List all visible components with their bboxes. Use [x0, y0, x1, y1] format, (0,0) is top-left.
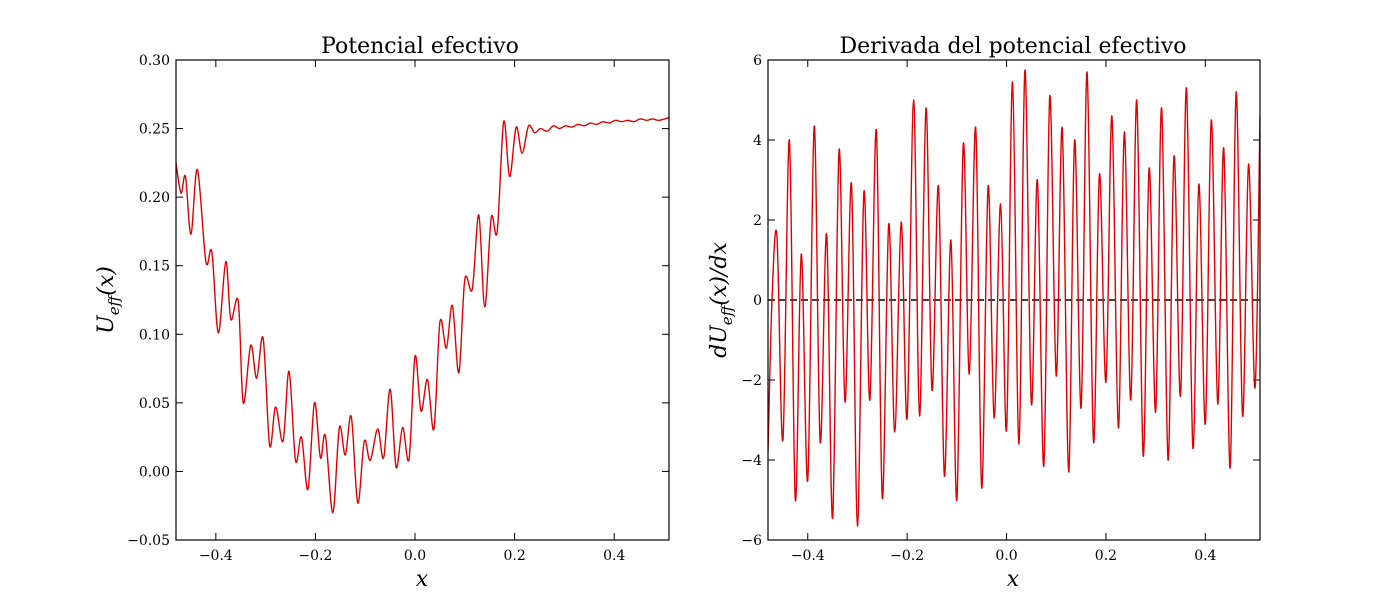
y-tick-label: 0.00 [139, 464, 170, 480]
y-tick-label: 4 [753, 133, 762, 149]
x-tick-label: 0.4 [1194, 548, 1216, 564]
ticks-group: −0.4 −0.2 0.0 0.2 0.4 −6 −4 −2 0 2 4 6 [741, 53, 1260, 564]
y-tick-label: 0.30 [139, 53, 170, 69]
x-tick-label: −0.2 [890, 548, 924, 564]
chart-potential: Potencial efectivo −0.4 −0.2 0.0 0.2 0.4 −0.0… [94, 34, 670, 592]
plot-frame [175, 59, 670, 541]
x-tick-label: 0.2 [1095, 548, 1117, 564]
y-axis-label-sub: eff [718, 303, 736, 325]
y-tick-label: −0.05 [127, 533, 170, 549]
y-axis-label-main: U [94, 314, 119, 334]
y-tick-label: −4 [741, 453, 762, 469]
x-tick-label: 0.4 [603, 548, 625, 564]
y-tick-label: 0.05 [139, 396, 170, 412]
marks-group [176, 116, 669, 514]
x-axis-label: x [1007, 567, 1020, 592]
y-tick-label: −6 [741, 533, 762, 549]
y-tick-label: −2 [741, 373, 762, 389]
x-tick-label: 0.0 [995, 548, 1017, 564]
x-tick-label: −0.4 [199, 548, 233, 564]
y-axis-label: dUeff(x)/dx [707, 242, 736, 358]
chart-derivative: Derivada del potencial efectivo −0.4 −0.2… [707, 34, 1261, 592]
x-tick-label: 0.0 [404, 548, 426, 564]
y-tick-label: 0.10 [139, 327, 170, 343]
y-tick-label: 2 [753, 213, 762, 229]
plot-frame [767, 59, 1261, 541]
series-line [768, 69, 1260, 527]
ticks-group: −0.4 −0.2 0.0 0.2 0.4 −0.05 0.00 0.05 0.10 0.15 0.… [127, 53, 669, 564]
y-axis-label-sub: eff [105, 293, 123, 315]
y-axis-label-main: dU [707, 324, 732, 358]
y-tick-label: 0.20 [139, 190, 170, 206]
marks-group [768, 69, 1260, 527]
x-tick-label: −0.4 [791, 548, 825, 564]
y-axis-label-arg: (x)/dx [707, 242, 732, 306]
y-tick-label: 0 [753, 293, 762, 309]
y-tick-label: 6 [753, 53, 762, 69]
chart-title: Potencial efectivo [321, 34, 519, 59]
y-tick-label: 0.25 [139, 122, 170, 138]
chart-title: Derivada del potencial efectivo [840, 34, 1187, 59]
x-tick-label: 0.2 [503, 548, 525, 564]
x-axis-label: x [416, 567, 429, 592]
y-axis-label: Ueff(x) [94, 266, 123, 334]
y-tick-label: 0.15 [139, 259, 170, 275]
series-line [176, 116, 669, 514]
x-tick-label: −0.2 [298, 548, 332, 564]
y-axis-label-arg: (x) [94, 266, 119, 296]
